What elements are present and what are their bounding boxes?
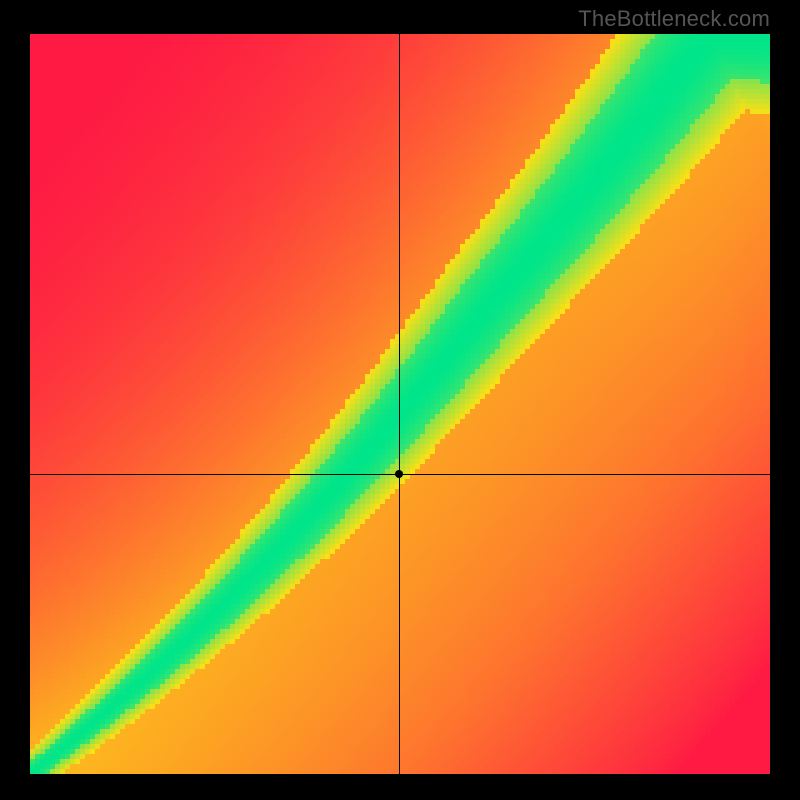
chart-container: TheBottleneck.com — [0, 0, 800, 800]
heatmap-plot — [30, 34, 770, 774]
data-point — [395, 470, 403, 478]
watermark-text: TheBottleneck.com — [578, 6, 770, 32]
crosshair-vertical — [399, 34, 400, 774]
heatmap-canvas — [30, 34, 770, 774]
